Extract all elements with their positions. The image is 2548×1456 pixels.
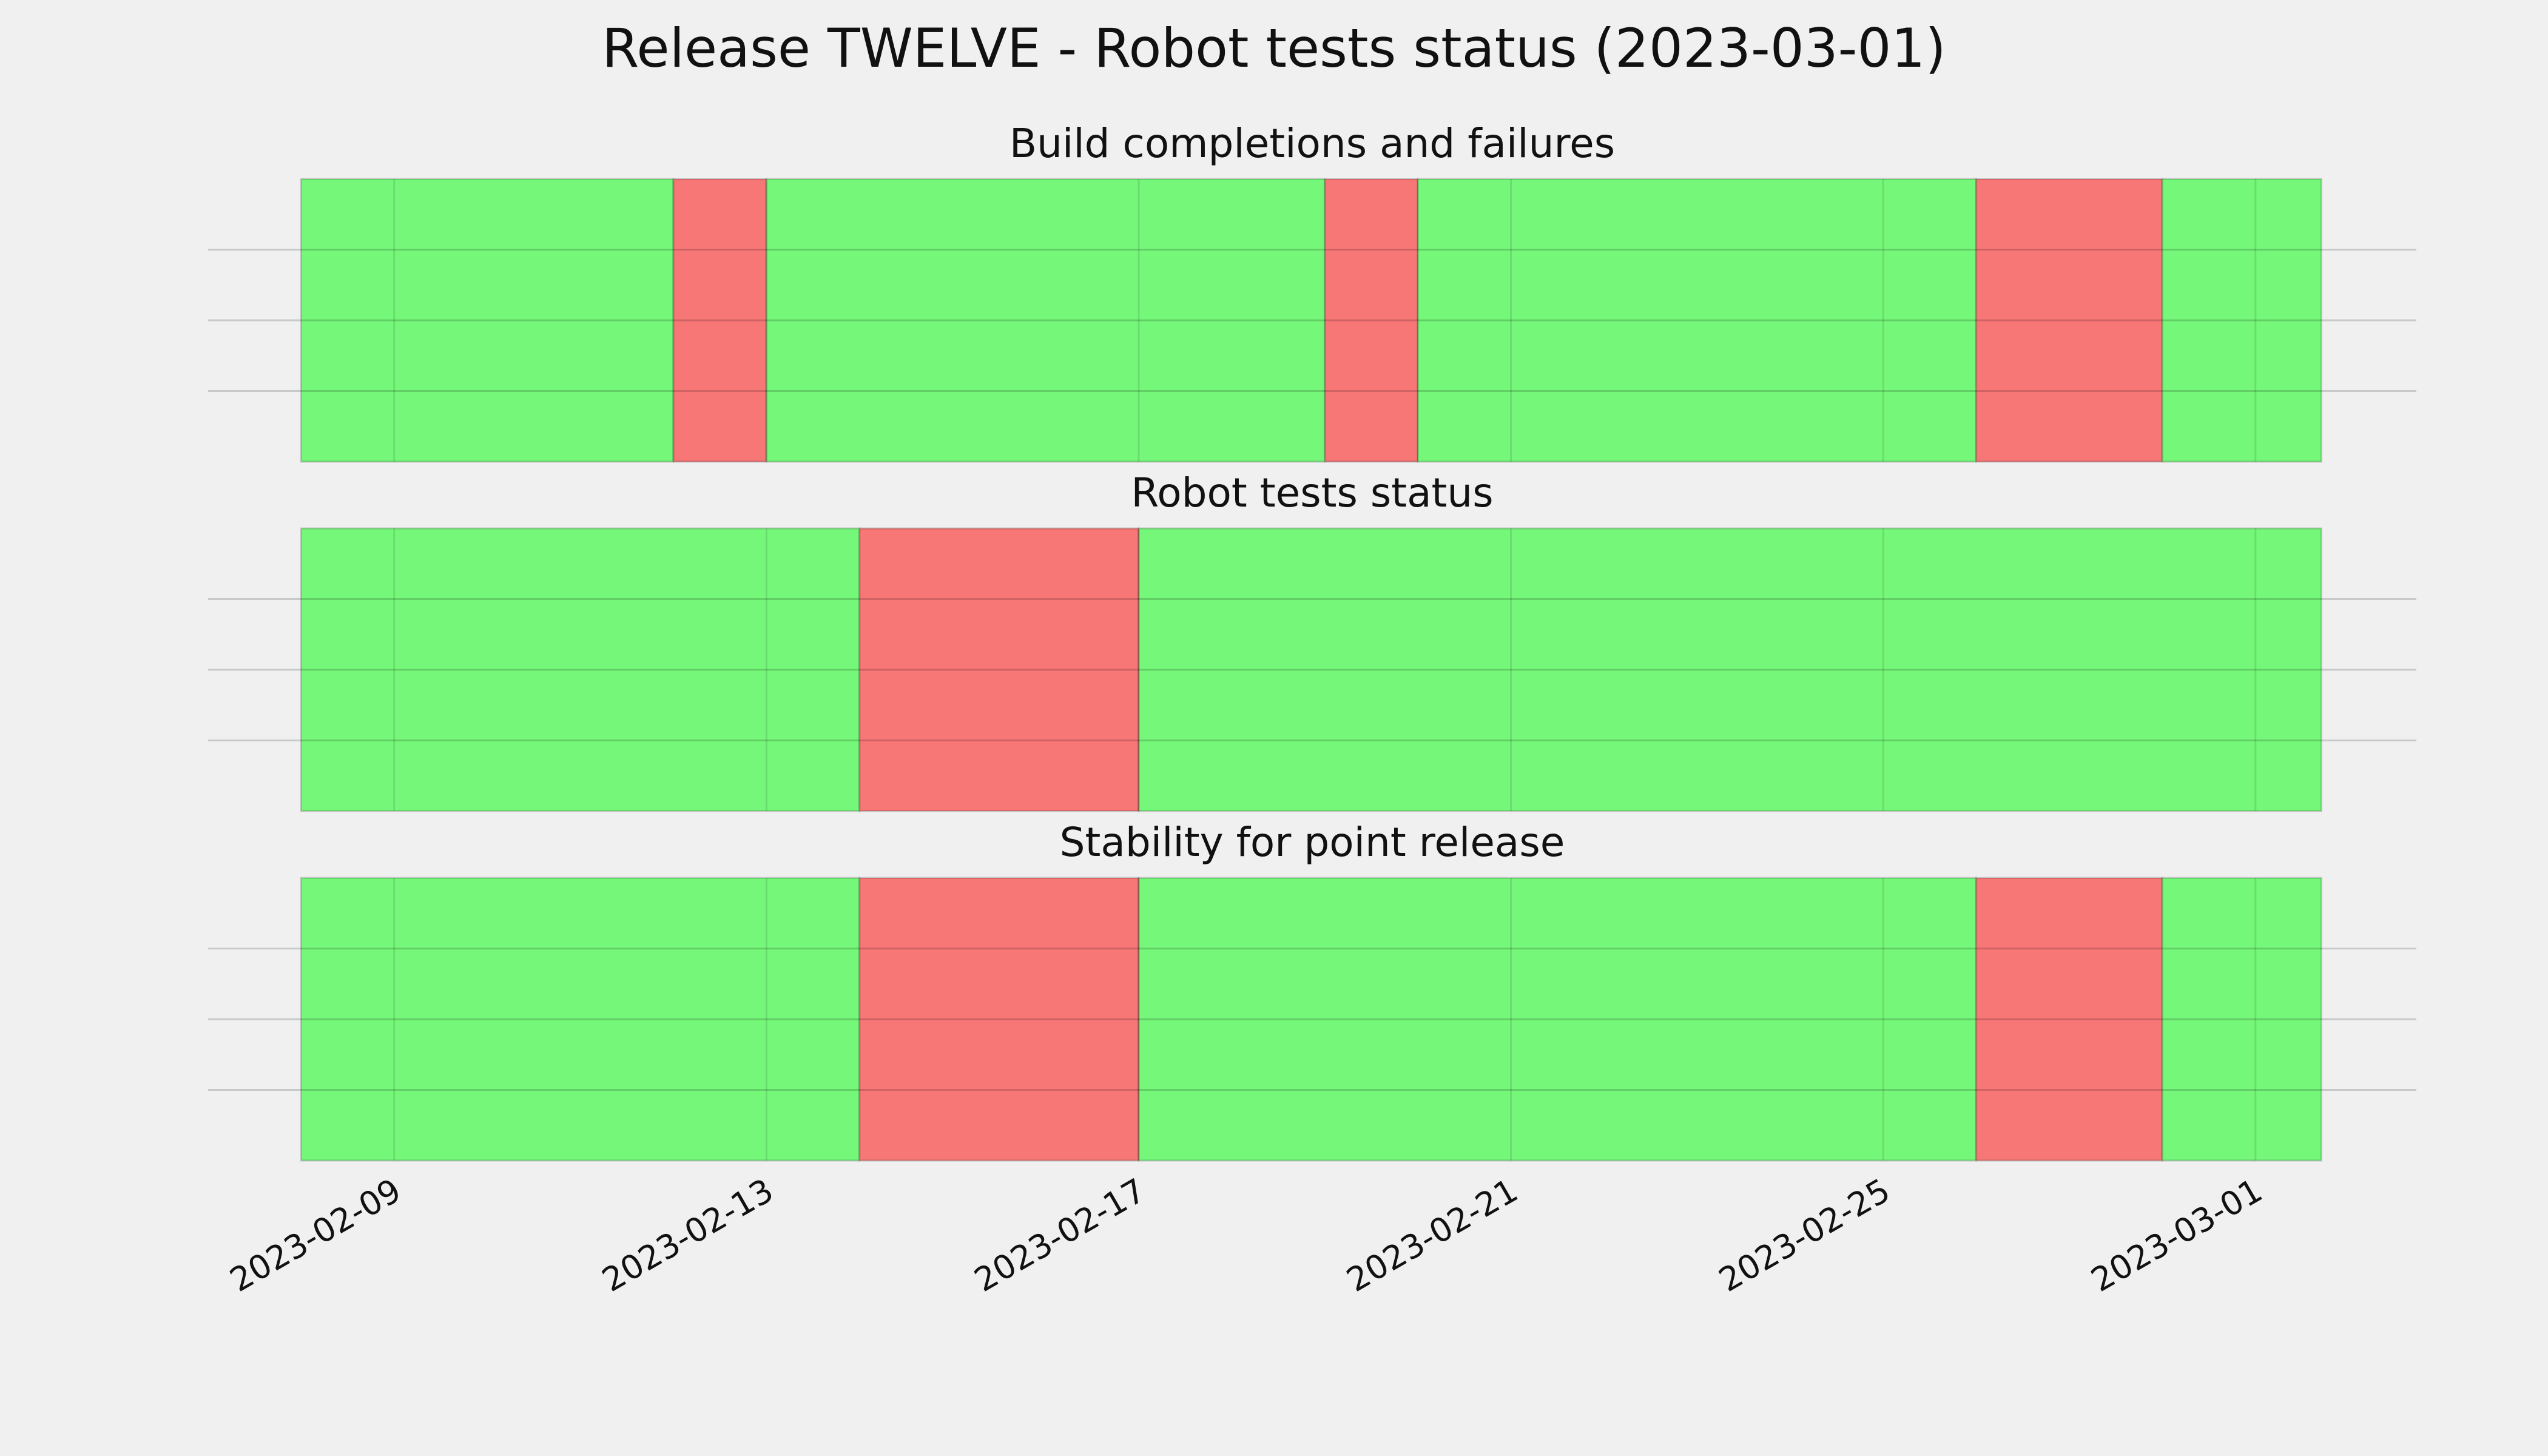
panel-title: Robot tests status xyxy=(1131,470,1493,516)
status-segment xyxy=(858,527,1140,812)
status-segment xyxy=(1975,877,2163,1162)
status-segment xyxy=(300,178,675,463)
status-segment xyxy=(1417,178,1978,463)
status-segment xyxy=(1138,877,1978,1162)
status-segment xyxy=(765,178,1326,463)
status-segment xyxy=(2161,877,2322,1162)
status-segment xyxy=(1975,178,2163,463)
panel: Robot tests status xyxy=(208,470,2416,812)
figure-title: Release TWELVE - Robot tests status (202… xyxy=(602,17,1946,79)
status-segment xyxy=(2161,178,2322,463)
status-segment xyxy=(1324,178,1419,463)
status-segment xyxy=(1138,527,2322,812)
panel: Build completions and failures xyxy=(208,120,2416,463)
panel-title: Build completions and failures xyxy=(1009,120,1615,167)
status-segment xyxy=(858,877,1140,1162)
panel-title: Stability for point release xyxy=(1060,819,1565,866)
status-segment xyxy=(300,877,861,1162)
status-segment xyxy=(672,178,767,463)
status-segment xyxy=(300,527,861,812)
